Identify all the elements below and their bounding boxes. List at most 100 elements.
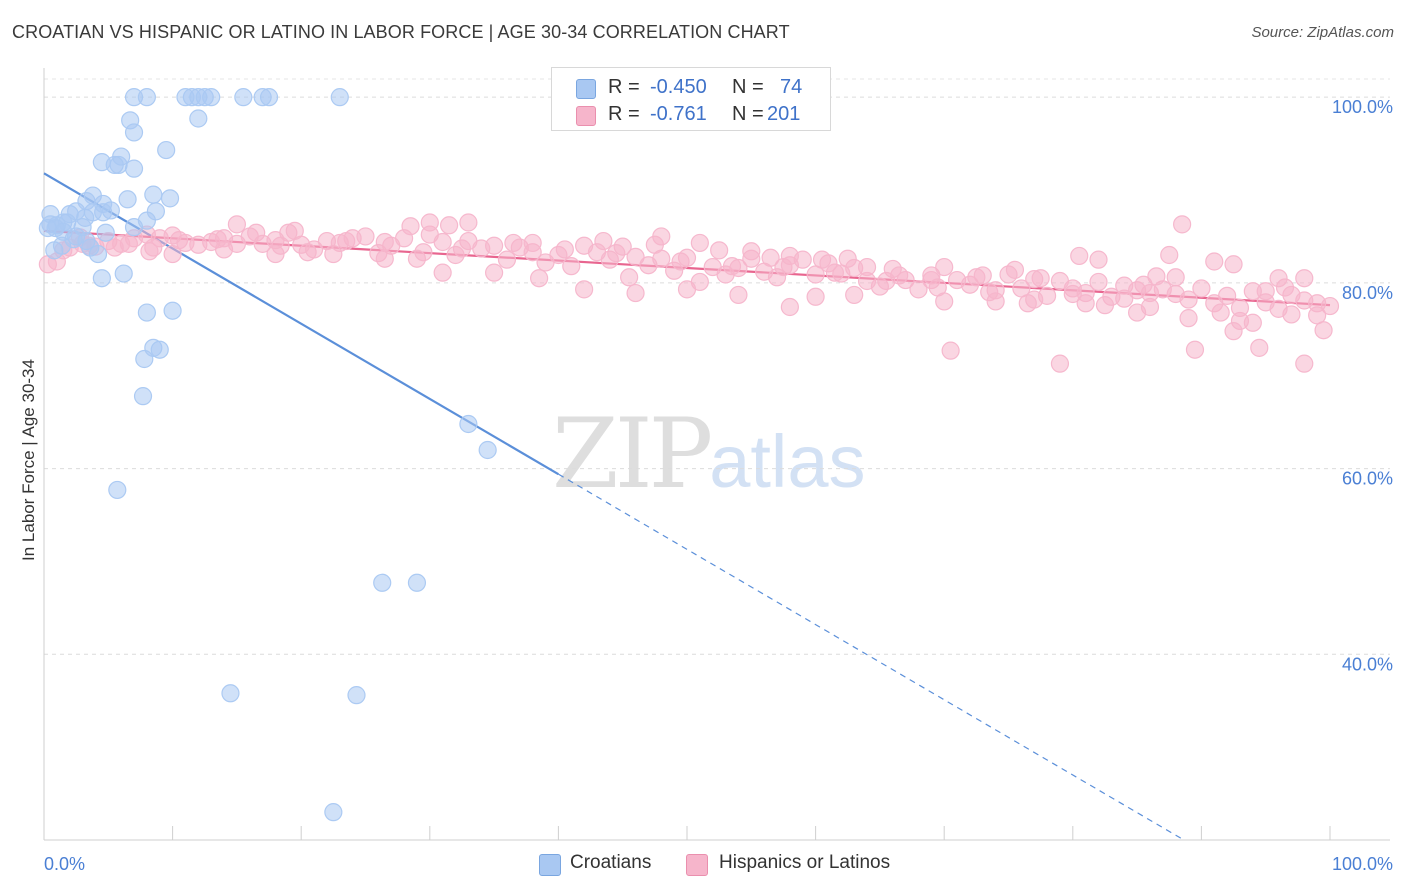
hispanic-point	[1243, 313, 1262, 332]
y-tick-label: 40.0%	[1342, 654, 1393, 674]
croatian-point	[202, 88, 221, 107]
legend-swatch-croatians	[576, 79, 596, 99]
hispanic-point	[140, 242, 159, 261]
croatian-point	[407, 573, 427, 592]
hispanic-point	[497, 250, 517, 269]
croatian-trend-extension	[558, 473, 1185, 841]
hispanic-point	[1185, 340, 1205, 359]
hispanic-point	[722, 257, 742, 276]
x-tick-label: 0.0%	[44, 854, 85, 874]
croatian-point	[137, 303, 156, 322]
hispanic-point	[838, 249, 857, 268]
hispanic-point	[857, 257, 877, 277]
hispanic-point	[504, 233, 523, 253]
hispanic-point	[459, 213, 478, 232]
hispanic-point	[266, 244, 285, 264]
hispanic-point	[562, 257, 581, 276]
hispanic-point	[607, 244, 626, 263]
hispanic-point	[1179, 290, 1198, 309]
croatian-point	[88, 244, 108, 264]
legend-n-label: N =	[732, 76, 764, 98]
hispanic-point	[1308, 306, 1327, 325]
croatian-point	[259, 88, 279, 107]
hispanic-point	[285, 221, 304, 240]
hispanic-point	[414, 243, 433, 262]
legend-row-hispanics: R = -0.761 N = 201	[552, 101, 830, 129]
hispanic-point	[1295, 354, 1314, 373]
hispanic-point	[575, 280, 594, 299]
hispanic-point	[1224, 322, 1243, 341]
hispanic-point	[941, 341, 960, 360]
croatian-point	[124, 123, 144, 142]
hispanic-point	[761, 248, 780, 267]
hispanic-point	[1134, 275, 1153, 294]
hispanic-point	[298, 243, 317, 262]
hispanic-point	[1205, 252, 1224, 271]
y-tick-label: 80.0%	[1342, 283, 1393, 303]
hispanic-point	[247, 223, 266, 242]
hispanic-point	[523, 233, 542, 253]
trend-lines	[43, 172, 1331, 841]
croatian-point	[124, 218, 144, 237]
croatian-point	[109, 155, 128, 175]
hispanic-point	[967, 268, 986, 287]
hispanic-point	[1211, 303, 1230, 322]
croatian-point	[347, 686, 366, 705]
hispanic-point	[594, 231, 613, 251]
hispanic-point	[439, 216, 459, 235]
hispanic-point	[1295, 269, 1314, 288]
hispanic-point	[1250, 338, 1269, 357]
croatian-point	[157, 140, 176, 160]
croatian-point	[150, 340, 169, 359]
hispanic-point	[677, 280, 697, 299]
croatian-point	[189, 109, 208, 128]
hispanic-point	[742, 242, 761, 261]
croatian-point	[124, 159, 144, 178]
axes	[43, 68, 1390, 841]
hispanic-point	[690, 233, 709, 253]
legend-swatch-hispanics	[576, 106, 596, 126]
legend-r-value: -0.761	[650, 103, 707, 125]
croatian-trend-line	[43, 172, 559, 476]
hispanic-point	[1173, 215, 1192, 234]
hispanic-point	[375, 232, 394, 252]
hispanic-point	[812, 250, 832, 269]
legend-n-value: 74	[780, 76, 803, 98]
hispanic-point	[555, 240, 574, 259]
hispanic-point	[729, 285, 748, 305]
hispanic-point	[909, 280, 928, 299]
hispanic-point	[1192, 279, 1211, 298]
x-tick-label: 100.0%	[1332, 854, 1393, 874]
y-tick-label: 100.0%	[1332, 97, 1393, 117]
grid-lines	[44, 78, 1390, 655]
hispanic-point	[935, 292, 954, 311]
croatian-point	[234, 88, 253, 107]
hispanic-point	[105, 238, 124, 257]
legend-r-label: R =	[608, 103, 640, 125]
croatian-point	[133, 387, 153, 406]
hispanic-point	[1282, 305, 1301, 324]
bottom-swatch-hispanics	[686, 854, 708, 876]
hispanic-point	[845, 285, 864, 305]
hispanic-point	[1063, 284, 1082, 304]
hispanic-point	[806, 287, 825, 306]
hispanic-point	[227, 215, 246, 234]
bottom-legend-hispanics: Hispanics or Latinos	[686, 852, 916, 876]
legend-n-value: 201	[767, 103, 801, 125]
hispanic-point	[652, 227, 671, 246]
hispanic-point	[433, 232, 452, 252]
bottom-label-croatians: Croatians	[570, 852, 652, 873]
hispanic-point	[485, 263, 504, 282]
hispanic-point	[935, 257, 954, 277]
hispanic-point	[1095, 296, 1115, 315]
hispanic-point	[1005, 260, 1025, 279]
hispanic-point	[324, 244, 343, 264]
hispanic-point	[1256, 282, 1275, 301]
hispanic-point	[452, 239, 472, 258]
bottom-label-hispanics: Hispanics or Latinos	[719, 852, 891, 873]
croatian-point	[45, 241, 64, 260]
hispanic-point	[1050, 354, 1070, 373]
croatian-point	[101, 201, 120, 220]
hispanic-point	[1269, 269, 1288, 288]
hispanic-point	[401, 217, 420, 236]
